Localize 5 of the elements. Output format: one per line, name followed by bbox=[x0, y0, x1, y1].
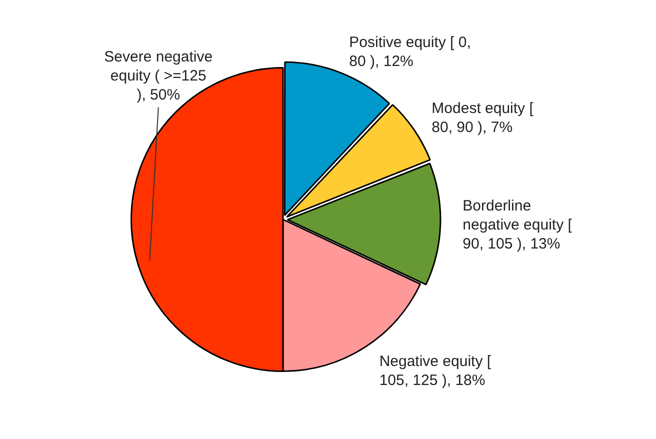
slice-label: Borderline negative equity [ 90, 105 ), 13% bbox=[462, 197, 573, 252]
slice-label: Severe negative equity ( >=125 ), 50% bbox=[104, 48, 213, 104]
slice-label: Negative equity [ 105, 125 ), 18% bbox=[379, 352, 492, 389]
slice-label: Positive equity [ 0, 80 ), 12% bbox=[349, 34, 471, 70]
slice-label: Modest equity [ 80, 90 ), 7% bbox=[432, 100, 534, 136]
